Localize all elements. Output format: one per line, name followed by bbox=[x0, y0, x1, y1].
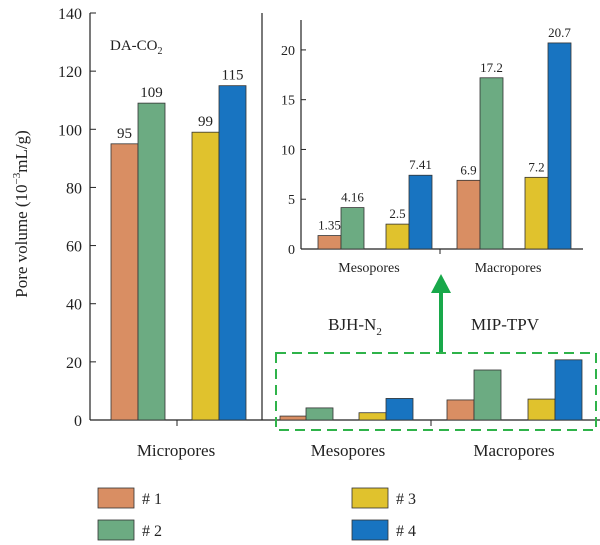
main-data-labels: 95 109 99 115 bbox=[117, 68, 243, 142]
method-label-mip: MIP-TPV bbox=[471, 315, 540, 334]
y-axis-title: Pore volume (10−3mL/g) bbox=[11, 130, 31, 298]
inset-bar bbox=[317, 235, 342, 250]
inset-y-tick-label: 0 bbox=[288, 243, 295, 258]
bar bbox=[110, 143, 139, 421]
annotation-da-co2: DA-CO2 bbox=[110, 38, 163, 57]
legend-label: # 3 bbox=[396, 491, 416, 508]
legend-swatch bbox=[97, 519, 135, 541]
inset-data-label: 20.7 bbox=[548, 25, 571, 40]
inset-bar bbox=[408, 174, 433, 250]
data-label: 99 bbox=[198, 114, 213, 130]
y-tick-label: 60 bbox=[66, 239, 82, 256]
inset-bar bbox=[524, 176, 549, 250]
bar bbox=[305, 407, 334, 421]
y-tick-label: 20 bbox=[66, 355, 82, 372]
y-axis-title-sup: −3 bbox=[11, 172, 23, 184]
inset-bar bbox=[479, 77, 504, 250]
legend: # 1 # 2 # 3 # 4 bbox=[97, 487, 416, 541]
inset-bar bbox=[385, 223, 410, 250]
y-axis-title-main: Pore volume (10 bbox=[12, 184, 31, 297]
y-tick-label: 100 bbox=[58, 122, 82, 139]
bar bbox=[358, 412, 387, 421]
inset-y-tick-label: 5 bbox=[288, 193, 295, 208]
bar bbox=[554, 359, 583, 421]
inset-data-label: 7.2 bbox=[528, 159, 544, 174]
inset-y-tick-label: 10 bbox=[281, 143, 295, 158]
inset-bars bbox=[317, 42, 572, 250]
zoom-highlight-box bbox=[275, 352, 597, 431]
bar bbox=[191, 131, 220, 421]
y-tick-label: 80 bbox=[66, 180, 82, 197]
y-tick-label: 0 bbox=[74, 413, 82, 430]
bar bbox=[446, 399, 475, 421]
inset-bar bbox=[547, 42, 572, 250]
x-category-label: Micropores bbox=[137, 441, 215, 460]
inset-y-tick-label: 15 bbox=[281, 94, 295, 109]
inset-x-category-label: Mesopores bbox=[338, 261, 399, 276]
y-axis-title-tail: mL/g) bbox=[12, 130, 31, 173]
inset-y-tick-label: 20 bbox=[281, 44, 295, 59]
y-tick-label: 140 bbox=[58, 6, 82, 23]
inset-data-labels: 1.354.16 2.5 7.41 6.9 17.2 7.2 20.7 bbox=[318, 25, 571, 233]
legend-swatch bbox=[97, 487, 135, 509]
annotation-sub: 2 bbox=[158, 46, 163, 57]
inset-data-label: 2.5 bbox=[389, 206, 405, 221]
annotation-main: DA-CO bbox=[110, 38, 158, 54]
bar bbox=[279, 415, 308, 421]
zoom-arrow-icon bbox=[431, 274, 451, 352]
inset-bar bbox=[456, 179, 481, 250]
legend-label: # 1 bbox=[142, 491, 162, 508]
bar bbox=[527, 398, 556, 421]
x-category-label: Mesopores bbox=[311, 441, 386, 460]
method-label-bjh: BJH-N2 bbox=[328, 315, 382, 338]
inset-data-label: 17.2 bbox=[480, 60, 503, 75]
legend-swatch bbox=[351, 487, 389, 509]
data-label: 109 bbox=[140, 85, 163, 101]
main-bars bbox=[110, 85, 583, 421]
data-label: 115 bbox=[222, 68, 244, 84]
inset-data-label: 6.9 bbox=[460, 162, 476, 177]
bar bbox=[218, 85, 247, 421]
bar bbox=[473, 369, 502, 421]
bar bbox=[385, 398, 414, 421]
method-bjh-sub: 2 bbox=[376, 326, 382, 338]
inset-data-label: 4.16 bbox=[341, 190, 364, 205]
legend-label: # 2 bbox=[142, 523, 162, 540]
y-tick-label: 40 bbox=[66, 297, 82, 314]
method-bjh-main: BJH-N bbox=[328, 315, 376, 334]
inset-data-label: 1.35 bbox=[318, 218, 341, 233]
inset-bar bbox=[340, 207, 365, 250]
y-tick-label: 120 bbox=[58, 64, 82, 81]
bar bbox=[137, 102, 166, 421]
legend-swatch bbox=[351, 519, 389, 541]
inset-x-category-label: Macropores bbox=[475, 261, 542, 276]
legend-label: # 4 bbox=[396, 523, 416, 540]
inset-data-label: 7.41 bbox=[409, 157, 432, 172]
data-label: 95 bbox=[117, 126, 132, 142]
x-category-label: Macropores bbox=[473, 441, 554, 460]
